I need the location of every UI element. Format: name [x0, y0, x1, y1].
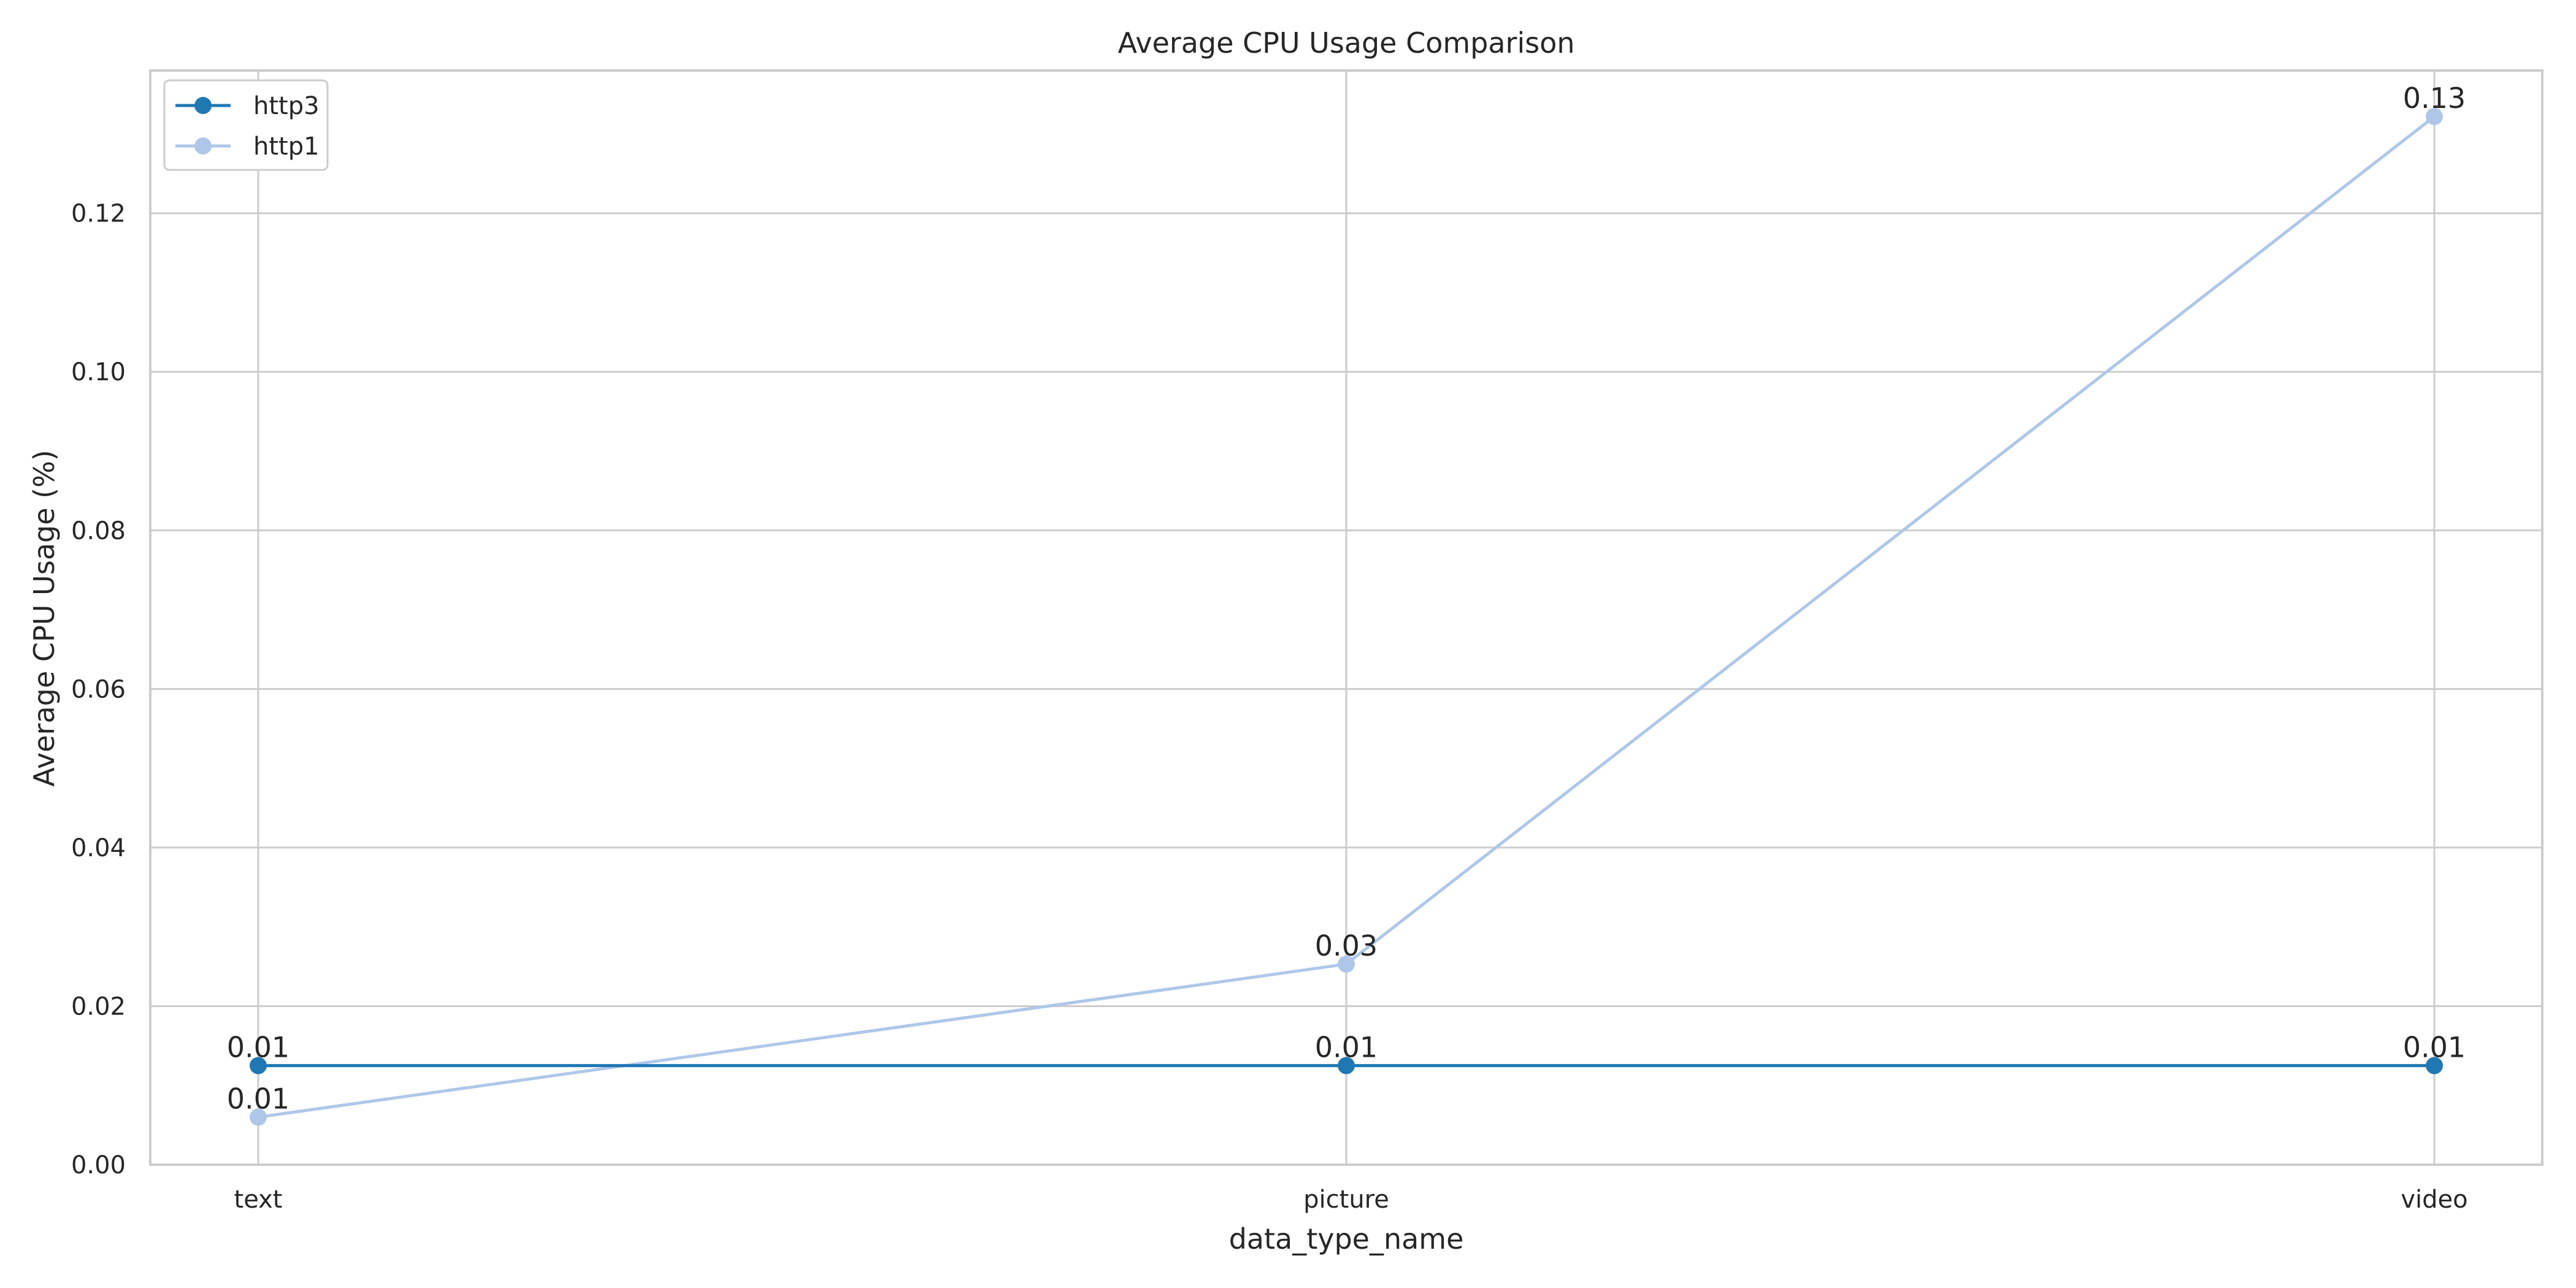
- x-tick-label: video: [2401, 1186, 2467, 1214]
- data-label-http3: 0.01: [2403, 1030, 2466, 1064]
- data-point-http1: [1338, 955, 1355, 973]
- y-tick-label: 0.04: [71, 834, 126, 862]
- data-point-http3: [2426, 1057, 2443, 1075]
- legend-label-http3: http3: [253, 92, 320, 120]
- data-labels: 0.01 0.03 0.13 0.01 0.01 0.01: [227, 82, 2466, 1115]
- data-point-http3: [1338, 1057, 1355, 1075]
- data-label-http1: 0.13: [2403, 82, 2466, 115]
- chart-title: Average CPU Usage Comparison: [1117, 26, 1574, 59]
- x-tick-label: text: [234, 1186, 283, 1214]
- data-point-http1: [2426, 107, 2443, 125]
- series-lines: [250, 107, 2443, 1126]
- x-tick-label: picture: [1303, 1186, 1389, 1214]
- y-tick-label: 0.02: [71, 992, 126, 1021]
- data-point-http3: [250, 1057, 267, 1075]
- data-label-http1: 0.03: [1315, 929, 1378, 962]
- data-label-http1: 0.01: [227, 1082, 289, 1115]
- data-point-http1: [250, 1108, 267, 1126]
- legend-marker-http3: [194, 97, 212, 114]
- legend-label-http1: http1: [253, 132, 320, 161]
- y-axis-title: Average CPU Usage (%): [28, 450, 61, 786]
- y-tick-label: 0.00: [71, 1151, 126, 1179]
- legend-marker-http1: [194, 137, 212, 155]
- y-tick-label: 0.06: [71, 675, 126, 703]
- axis-ticks: 0.00 0.02 0.04 0.06 0.08 0.10 0.12 text picture v…: [71, 200, 2468, 1214]
- data-label-http3: 0.01: [1315, 1030, 1378, 1064]
- plot-frame: [149, 69, 2543, 1166]
- legend: http3 http1: [163, 79, 329, 171]
- grid-lines: [150, 71, 2542, 1166]
- data-label-http3: 0.01: [227, 1030, 289, 1064]
- plot-border: [149, 69, 2543, 1166]
- y-tick-label: 0.12: [71, 200, 126, 228]
- y-tick-label: 0.08: [71, 517, 126, 545]
- y-tick-label: 0.10: [71, 358, 126, 386]
- x-axis-title: data_type_name: [1229, 1222, 1464, 1255]
